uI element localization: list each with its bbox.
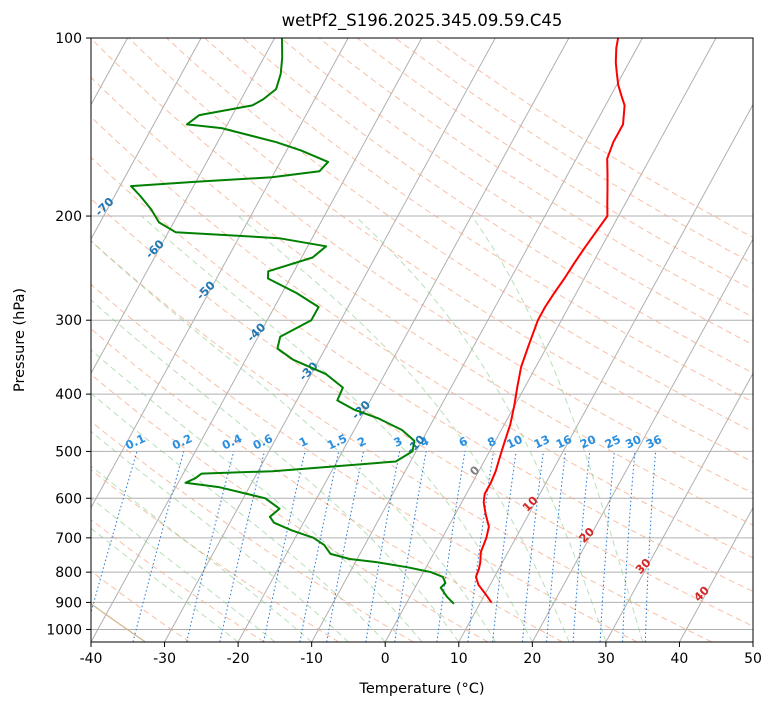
- y-tick-label: 400: [55, 387, 82, 403]
- x-tick-label: 30: [597, 651, 615, 667]
- dry-adiabat: [91, 570, 190, 642]
- dry-adiabat: [356, 38, 753, 291]
- moist-adiabat: [238, 215, 570, 642]
- chart-title: wetPf2_S196.2025.345.09.59.C45: [282, 11, 563, 31]
- dry-adiabat: [91, 420, 414, 642]
- moist-adiabat: [91, 527, 239, 642]
- mixing-ratio-line: [492, 451, 517, 642]
- mixing-ratio-line: [132, 451, 185, 642]
- mixing-ratio-line: [436, 451, 466, 642]
- isotherm-line: [531, 237, 753, 642]
- x-tick-label: 0: [381, 651, 390, 667]
- isotherm-line: [679, 506, 753, 642]
- x-tick-label: 50: [744, 651, 762, 667]
- moist-adiabat: [91, 240, 497, 642]
- y-tick-label: 700: [55, 531, 82, 547]
- y-tick-label: 900: [55, 595, 82, 611]
- y-tick-label: 600: [55, 491, 82, 507]
- dry-adiabat: [91, 328, 563, 642]
- mixing-ratio-label: 30: [623, 432, 643, 451]
- isotherm-line: [384, 38, 717, 642]
- isotherm-line: [605, 372, 753, 642]
- isotherm-line: [91, 38, 276, 375]
- isotherm-line: [91, 38, 202, 241]
- moist-adiabat: [91, 430, 349, 642]
- x-tick-label: 40: [671, 651, 689, 667]
- dry-adiabat: [91, 38, 753, 494]
- x-tick-label: -30: [153, 651, 176, 667]
- y-tick-label: 200: [55, 209, 82, 225]
- x-tick-label: 10: [450, 651, 468, 667]
- moist-adiabat: [91, 349, 423, 642]
- mixing-ratio-line: [394, 451, 427, 642]
- dry-adiabat: [91, 198, 753, 627]
- dry-adiabat: [91, 116, 753, 559]
- moist-adiabat: [91, 392, 386, 642]
- isotherm-line: [458, 103, 753, 642]
- y-tick-label: 300: [55, 313, 82, 329]
- x-tick-label: -40: [80, 651, 103, 667]
- y-tick-label: 1000: [46, 622, 82, 638]
- temperature-profile-line: [475, 38, 626, 603]
- dry-adiabat: [91, 373, 489, 642]
- mixing-ratio-label: 16: [554, 432, 574, 451]
- mixing-ratio-label: 36: [644, 432, 664, 451]
- dry-adiabat: [204, 38, 753, 403]
- dry-adiabat: [91, 283, 638, 642]
- y-tick-label: 800: [55, 565, 82, 581]
- x-tick-label: -20: [227, 651, 250, 667]
- y-tick-label: 100: [55, 31, 82, 47]
- mixing-ratio-line: [186, 451, 235, 642]
- mixing-ratio-line: [522, 451, 544, 642]
- isotherm-line: [311, 38, 643, 642]
- dry-adiabat: [242, 38, 753, 374]
- moist-adiabat: [91, 299, 460, 642]
- moist-adiabat: [141, 215, 533, 642]
- mixing-ratio-line: [467, 451, 494, 642]
- x-axis-label: Temperature (°C): [358, 681, 484, 697]
- y-tick-label: 500: [55, 444, 82, 460]
- mixing-ratio-label: 25: [602, 432, 622, 451]
- dewpoint-profile-line: [130, 38, 455, 605]
- x-tick-label: 20: [523, 651, 541, 667]
- mixing-ratio-label: 10: [504, 432, 524, 451]
- moist-adiabat: [471, 215, 644, 642]
- moist-adiabat: [91, 465, 313, 642]
- dry-adiabat: [91, 156, 753, 593]
- mixing-ratio-label: 20: [578, 432, 598, 451]
- mixing-ratio-line: [91, 451, 138, 615]
- moist-adiabat: [354, 215, 607, 642]
- dry-adiabat: [91, 76, 753, 526]
- x-tick-label: -10: [300, 651, 323, 667]
- dry-adiabat: [91, 240, 713, 642]
- mixing-ratio-line: [219, 451, 265, 642]
- y-axis-label: Pressure (hPa): [12, 288, 28, 392]
- isotherm-line: [91, 38, 349, 509]
- mixing-ratio-line: [546, 451, 566, 642]
- isotherm-line: [237, 38, 570, 642]
- dry-adiabat: [91, 469, 340, 642]
- mixing-ratio-label: 13: [532, 432, 552, 451]
- dry-adiabat: [91, 519, 265, 642]
- isotherm-line: [164, 38, 496, 642]
